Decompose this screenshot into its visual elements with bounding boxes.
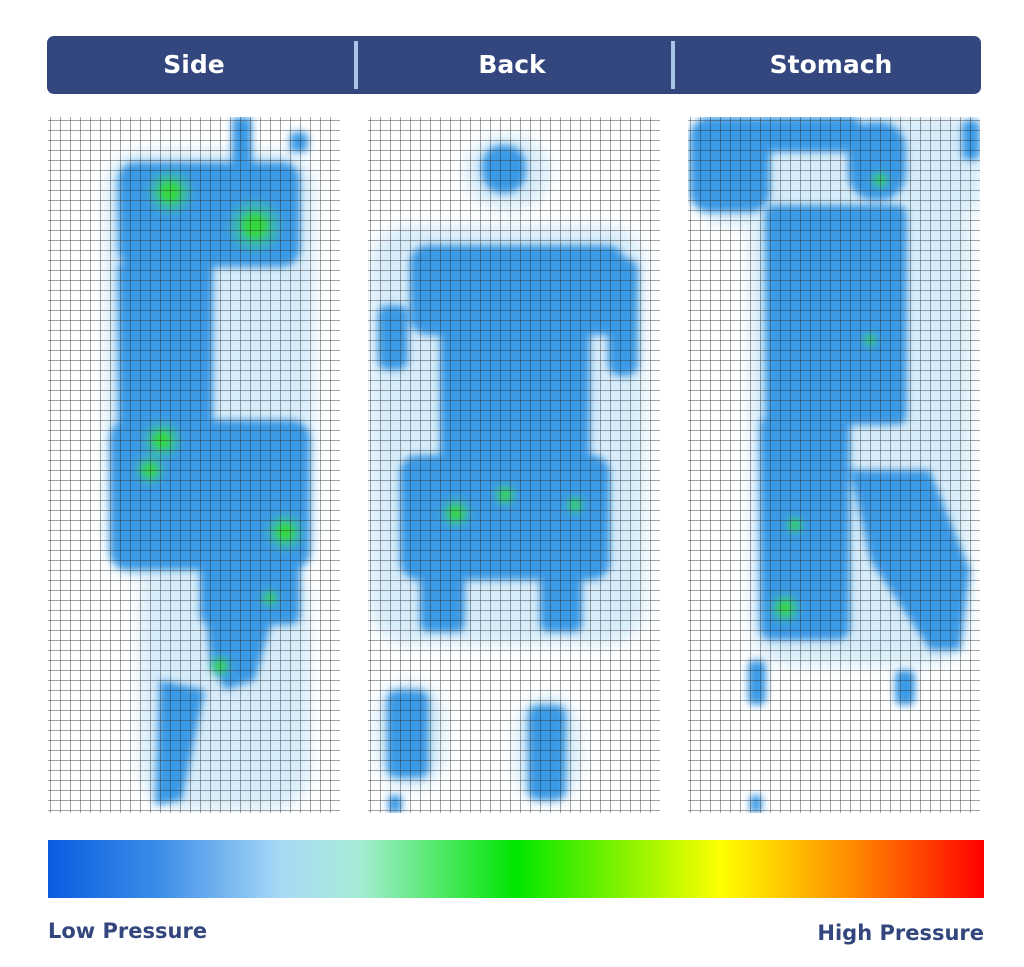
legend-low-label: Low Pressure (48, 919, 207, 943)
tab-divider (671, 41, 675, 89)
pressure-panel (48, 117, 340, 813)
sensor-grid (688, 117, 980, 813)
tab-label: Side (163, 50, 224, 79)
tab-divider (354, 41, 358, 89)
sensor-grid (48, 117, 340, 813)
tab-label: Back (478, 50, 547, 79)
pressure-panels (48, 117, 980, 813)
sensor-grid (368, 117, 660, 813)
pressure-scale (48, 840, 984, 898)
header-bar (47, 36, 981, 94)
pressure-panel (688, 117, 980, 813)
tab-label: Stomach (770, 50, 893, 79)
pressure-panel (368, 117, 660, 813)
legend-high-label: High Pressure (817, 921, 984, 945)
